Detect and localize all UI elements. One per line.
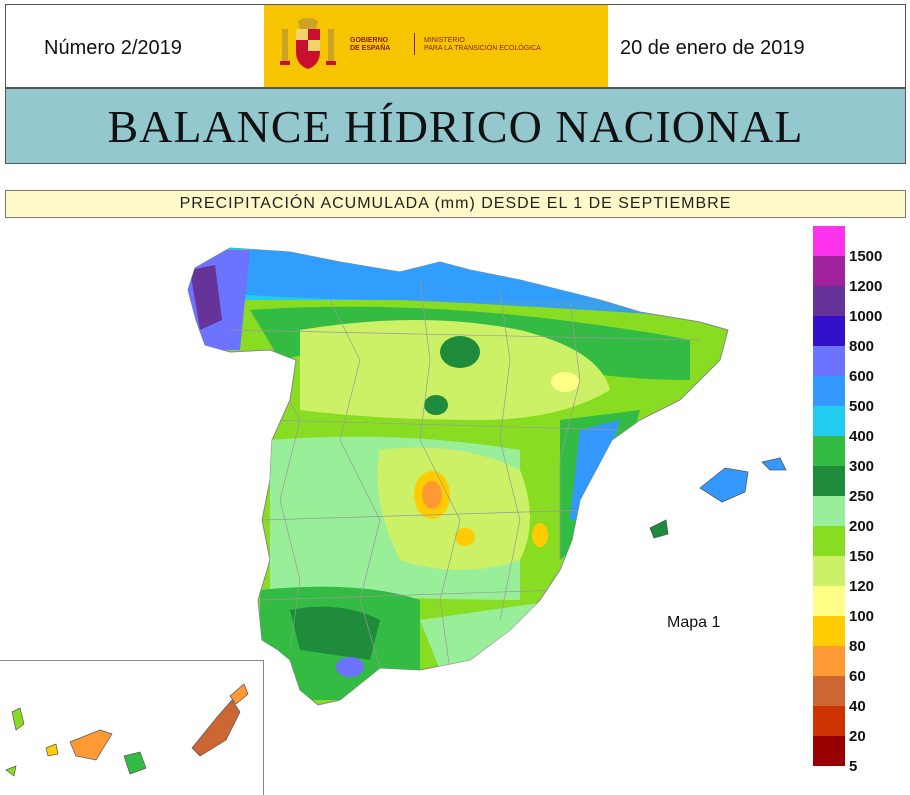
government-logo: GOBIERNO DE ESPAÑA MINISTERIO PARA LA TR… <box>264 5 608 87</box>
legend-label: 120 <box>849 578 875 595</box>
legend-label: 500 <box>849 398 875 415</box>
header-box: Número 2/2019 GOBIERNO DE ESPAÑA MINISTE… <box>5 4 906 88</box>
legend-label: 20 <box>849 728 866 745</box>
legend-swatch <box>813 556 845 586</box>
coat-of-arms-icon <box>280 18 336 69</box>
logo-divider <box>414 33 415 55</box>
title-bar: BALANCE HÍDRICO NACIONAL <box>5 88 906 164</box>
legend-label: 1500 <box>849 248 883 265</box>
canary-inset-frame <box>0 660 264 795</box>
legend-label: 200 <box>849 518 875 535</box>
legend-swatch <box>813 466 845 496</box>
legend-swatch <box>813 406 845 436</box>
province-boundaries <box>229 279 701 671</box>
legend-swatch <box>813 316 845 346</box>
legend-swatch <box>813 436 845 466</box>
legend-swatch <box>813 286 845 316</box>
legend-swatch <box>813 676 845 706</box>
page-title: BALANCE HÍDRICO NACIONAL <box>107 100 804 152</box>
legend-swatch <box>813 736 845 766</box>
publication-date: 20 de enero de 2019 <box>620 37 805 59</box>
legend-swatch <box>813 346 845 376</box>
legend-swatch <box>813 706 845 736</box>
legend-label: 800 <box>849 338 875 355</box>
legend-label: 60 <box>849 668 866 685</box>
legend-swatch <box>813 646 845 676</box>
ministerio-text: MINISTERIO PARA LA TRANSICIÓN ECOLÓGICA <box>424 37 541 52</box>
map-label: Mapa 1 <box>667 614 721 631</box>
gobierno-text: GOBIERNO DE ESPAÑA <box>350 37 391 52</box>
legend-label: 1200 <box>849 278 883 295</box>
peninsula-map <box>187 247 729 706</box>
legend-label: 600 <box>849 368 875 385</box>
legend-swatch <box>813 256 845 286</box>
legend-swatch <box>813 496 845 526</box>
legend-label: 80 <box>849 638 866 655</box>
legend-label: 150 <box>849 548 875 565</box>
legend-label: 400 <box>849 428 875 445</box>
legend-label: 100 <box>849 608 875 625</box>
legend-label: 250 <box>849 488 875 505</box>
legend-label: 40 <box>849 698 866 715</box>
precipitation-map <box>5 247 787 777</box>
legend-label: 1000 <box>849 308 883 325</box>
map-subtitle: PRECIPITACIÓN ACUMULADA (mm) DESDE EL 1 … <box>5 190 906 218</box>
legend-swatch <box>813 526 845 556</box>
issue-number: Número 2/2019 <box>44 37 182 59</box>
legend-label: 300 <box>849 458 875 475</box>
legend-swatch <box>813 616 845 646</box>
legend-swatch <box>813 376 845 406</box>
legend-swatch <box>813 226 845 256</box>
legend-swatch <box>813 586 845 616</box>
canary-islands <box>5 683 249 777</box>
legend-label: 5 <box>849 758 858 775</box>
precipitation-legend: 1500 1200 1000 800 600 500 400 300 250 200 150 120 1… <box>813 226 908 775</box>
balearic-islands <box>649 457 787 539</box>
